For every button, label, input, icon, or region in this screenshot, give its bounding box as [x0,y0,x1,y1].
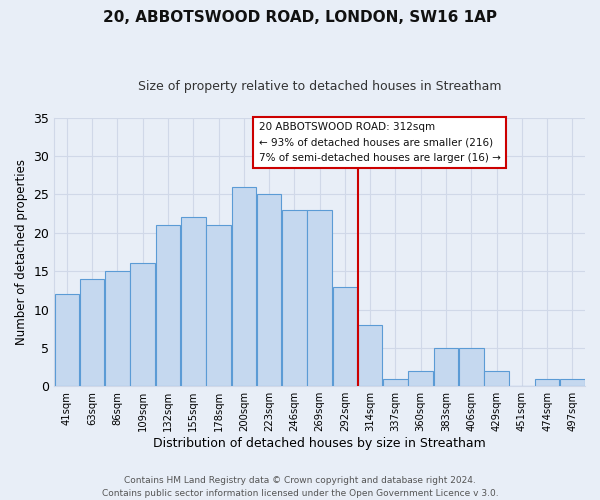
Bar [434,348,458,386]
Bar [282,210,307,386]
Bar [535,378,559,386]
Bar [130,264,155,386]
Bar [206,225,231,386]
Bar [257,194,281,386]
Bar [307,210,332,386]
Bar [105,271,130,386]
Bar [55,294,79,386]
Bar [156,225,180,386]
Y-axis label: Number of detached properties: Number of detached properties [15,159,28,345]
Text: 20 ABBOTSWOOD ROAD: 312sqm
← 93% of detached houses are smaller (216)
7% of semi: 20 ABBOTSWOOD ROAD: 312sqm ← 93% of deta… [259,122,500,163]
Text: Contains HM Land Registry data © Crown copyright and database right 2024.
Contai: Contains HM Land Registry data © Crown c… [101,476,499,498]
Bar [560,378,584,386]
Text: 20, ABBOTSWOOD ROAD, LONDON, SW16 1AP: 20, ABBOTSWOOD ROAD, LONDON, SW16 1AP [103,10,497,25]
Bar [181,218,206,386]
Bar [484,371,509,386]
Bar [459,348,484,386]
Bar [358,325,382,386]
Bar [332,286,357,386]
Bar [409,371,433,386]
Bar [80,279,104,386]
Title: Size of property relative to detached houses in Streatham: Size of property relative to detached ho… [138,80,502,93]
X-axis label: Distribution of detached houses by size in Streatham: Distribution of detached houses by size … [153,437,486,450]
Bar [232,187,256,386]
Bar [383,378,408,386]
